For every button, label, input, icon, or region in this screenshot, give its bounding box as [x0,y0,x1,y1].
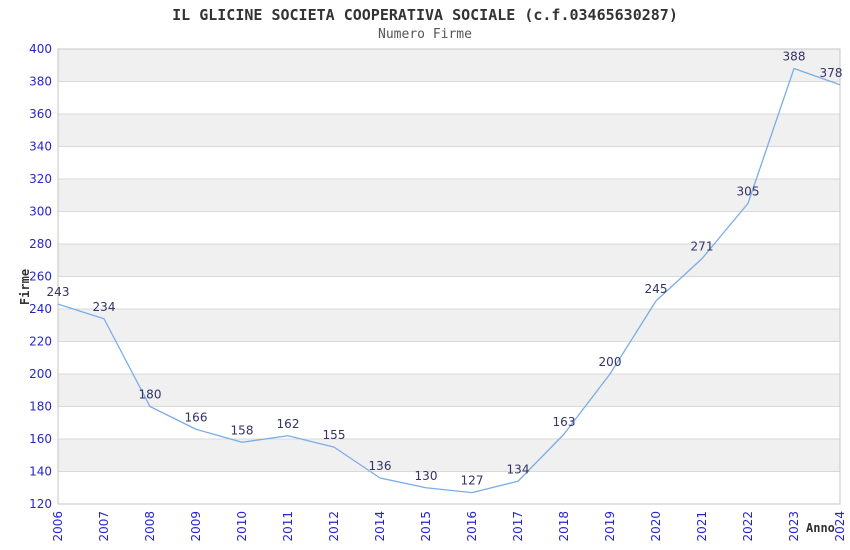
y-tick-label: 380 [29,75,52,89]
grid-band [58,439,840,472]
x-tick-label: 2021 [695,511,709,542]
x-tick-label: 2015 [419,511,433,542]
x-tick-label: 2019 [603,511,617,542]
grid-band [58,374,840,407]
point-label: 127 [461,474,484,488]
y-tick-label: 260 [29,270,52,284]
point-label: 130 [415,469,438,483]
point-label: 163 [553,415,576,429]
point-label: 200 [599,355,622,369]
y-tick-label: 360 [29,107,52,121]
chart-title: IL GLICINE SOCIETA COOPERATIVA SOCIALE (… [172,6,678,24]
y-tick-label: 140 [29,465,52,479]
point-label: 158 [231,423,254,437]
y-tick-label: 400 [29,42,52,56]
point-label: 136 [369,459,392,473]
y-tick-label: 160 [29,432,52,446]
point-label: 388 [783,50,806,64]
x-tick-label: 2018 [557,511,571,542]
point-label: 305 [737,184,760,198]
x-tick-label: 2009 [189,511,203,542]
plot-frame [57,48,841,505]
chart-subtitle: Numero Firme [378,27,472,42]
y-tick-label: 280 [29,237,52,251]
x-tick-label: 2024 [833,511,847,542]
grid-band [58,309,840,342]
point-label: 243 [47,285,70,299]
point-label: 134 [507,462,530,476]
grid-band [58,114,840,147]
y-tick-label: 120 [29,497,52,511]
point-label: 180 [139,388,162,402]
point-label: 162 [277,417,300,431]
x-tick-label: 2014 [373,511,387,542]
y-tick-label: 240 [29,302,52,316]
y-tick-label: 200 [29,367,52,381]
x-tick-label: 2016 [465,511,479,542]
point-label: 234 [93,300,116,314]
x-tick-label: 2010 [235,511,249,542]
point-label: 378 [820,66,843,80]
series-line [57,67,841,494]
y-axis-title: Firme [18,268,32,306]
grid-band [58,244,840,277]
x-tick-label: 2007 [97,511,111,542]
x-tick-label: 2022 [741,511,755,542]
x-tick-label: 2011 [281,511,295,542]
y-tick-label: 220 [29,335,52,349]
y-tick-label: 300 [29,205,52,219]
x-tick-label: 2006 [51,511,65,542]
y-tick-label: 180 [29,400,52,414]
x-tick-label: 2008 [143,511,157,542]
x-tick-label: 2012 [327,511,341,542]
point-label: 155 [323,428,346,442]
y-tick-label: 320 [29,172,52,186]
y-tick-label: 340 [29,140,52,154]
grid-band [58,49,840,82]
point-label: 166 [185,410,208,424]
x-tick-label: 2020 [649,511,663,542]
x-tick-label: 2023 [787,511,801,542]
grid-band [58,179,840,212]
x-tick-label: 2017 [511,511,525,542]
x-axis-title: Anno [806,521,835,535]
point-label: 271 [691,240,714,254]
point-label: 245 [645,282,668,296]
